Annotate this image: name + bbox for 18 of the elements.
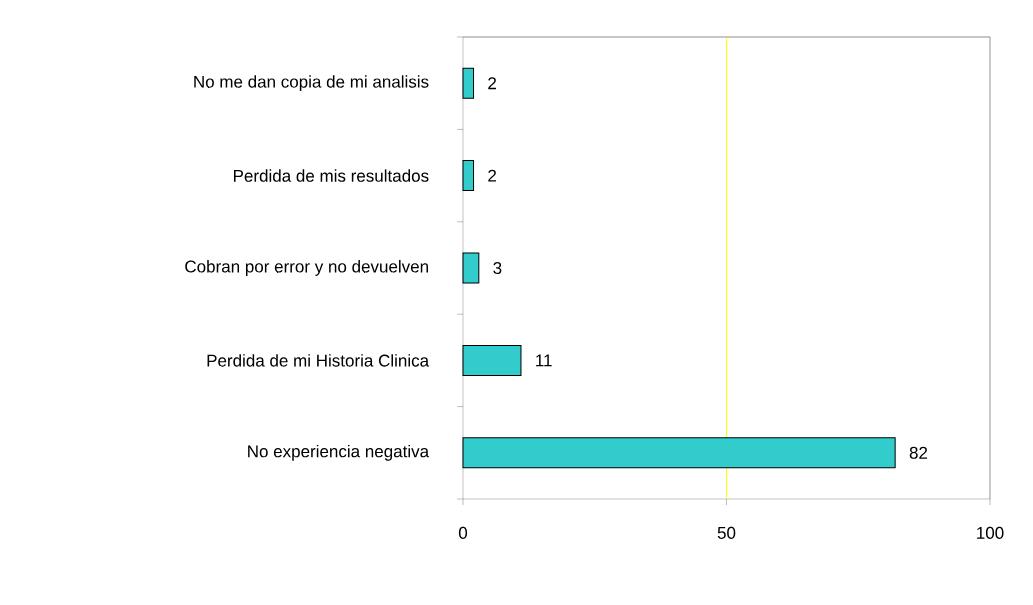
y-tick-label: No me dan copia de mi analisis [194, 75, 429, 92]
x-tick-label: 100 [977, 526, 1004, 539]
data-label: 11 [536, 354, 552, 367]
y-tick-label: Cobran por error y no devuelven [185, 260, 428, 276]
x-tick-label: 50 [717, 526, 736, 539]
x-tick-label: 0 [458, 526, 468, 539]
bar [462, 160, 475, 192]
data-label: 3 [493, 261, 502, 275]
bar [462, 437, 896, 469]
y-tick-label: Perdida de mis resultados [233, 169, 429, 182]
data-label: 2 [488, 169, 496, 182]
data-label: 82 [909, 446, 928, 459]
bar [462, 252, 480, 284]
bar [462, 344, 522, 376]
bar [462, 67, 475, 99]
data-label: 2 [488, 77, 496, 90]
y-tick-label: No experiencia negativa [248, 444, 430, 461]
y-tick-label: Perdida de mi Historia Clinica [207, 354, 430, 367]
